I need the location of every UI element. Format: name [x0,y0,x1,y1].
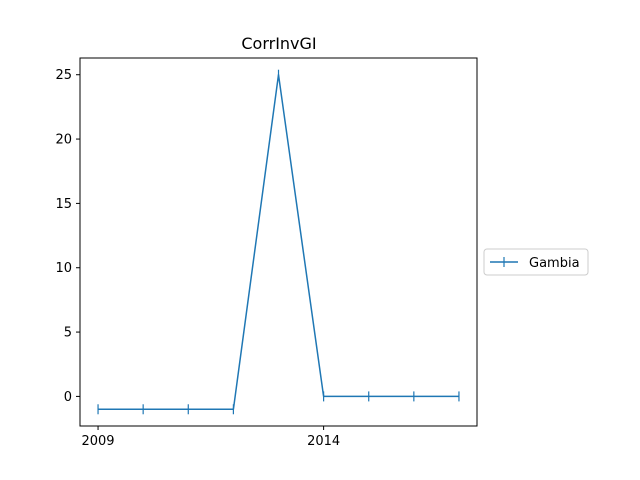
y-tick-label: 20 [55,133,72,148]
x-tick-label: 2014 [307,434,340,449]
plot-frame [79,57,478,427]
series-layer [97,69,460,415]
chart-title: CorrInvGI [241,34,316,53]
y-axis: 0 5 10 15 20 25 [55,68,80,405]
y-tick-label: 10 [55,261,72,276]
y-tick-label: 15 [55,197,72,212]
x-tick-label: 2009 [81,434,114,449]
x-axis: 2009 2014 [81,426,340,449]
legend-label-gambia: Gambia [529,256,580,271]
y-tick-label: 25 [55,68,72,83]
y-tick-label: 0 [64,390,72,405]
legend-box [483,248,589,276]
legend: Gambia [483,248,589,276]
y-tick-label: 5 [64,326,72,341]
